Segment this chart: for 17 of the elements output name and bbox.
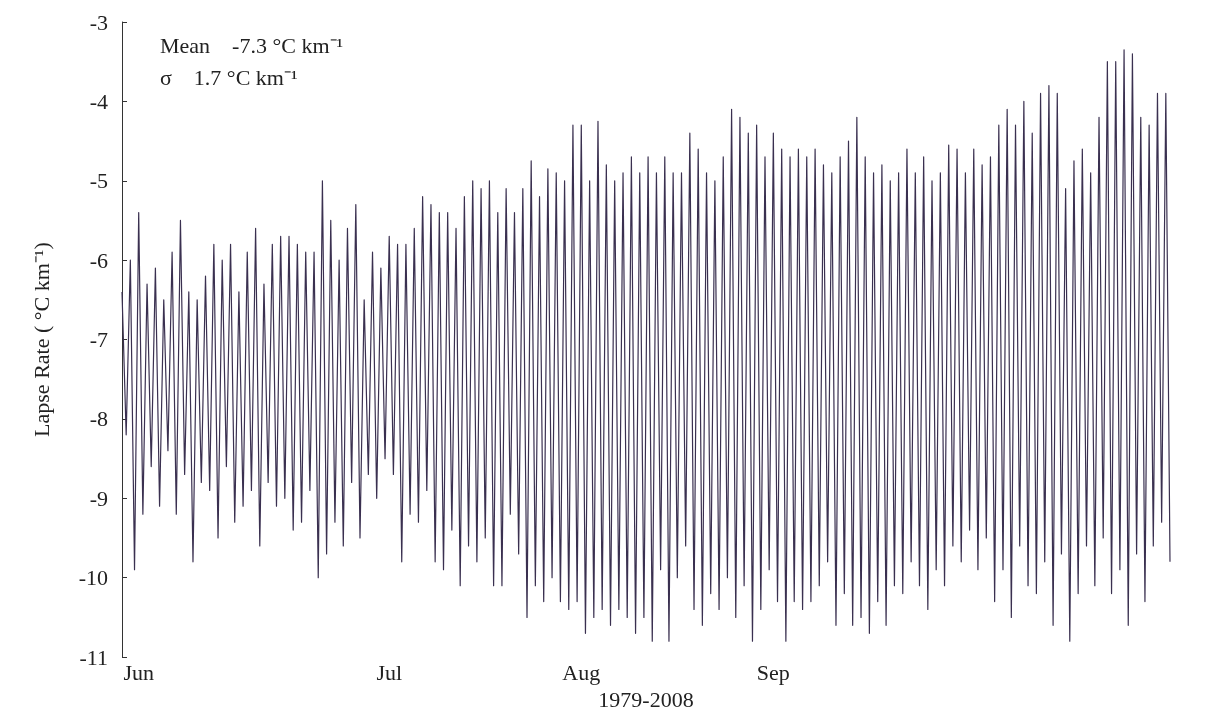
y-tick-label: -6 xyxy=(89,247,108,273)
y-tick-label: -11 xyxy=(79,644,108,670)
y-tick-label: -7 xyxy=(89,327,108,353)
x-axis-title: 1979-2008 xyxy=(598,686,694,712)
y-tick-label: -5 xyxy=(89,168,108,194)
y-tick-label: -3 xyxy=(89,9,108,35)
y-axis-title: Lapse Rate ( °C km⁻¹) xyxy=(28,242,54,437)
x-tick-label: Jul xyxy=(376,659,403,685)
x-tick-label: Aug xyxy=(562,659,601,685)
y-tick-label: -9 xyxy=(89,485,108,511)
x-tick-label: Sep xyxy=(756,659,790,685)
annotation: Mean -7.3 °C km⁻¹ xyxy=(160,32,344,58)
y-tick-label: -4 xyxy=(89,88,108,114)
x-tick-label: Jun xyxy=(123,659,154,685)
y-tick-label: -8 xyxy=(89,406,108,432)
annotation: σ 1.7 °C km⁻¹ xyxy=(160,64,298,90)
y-tick-label: -10 xyxy=(78,565,108,591)
